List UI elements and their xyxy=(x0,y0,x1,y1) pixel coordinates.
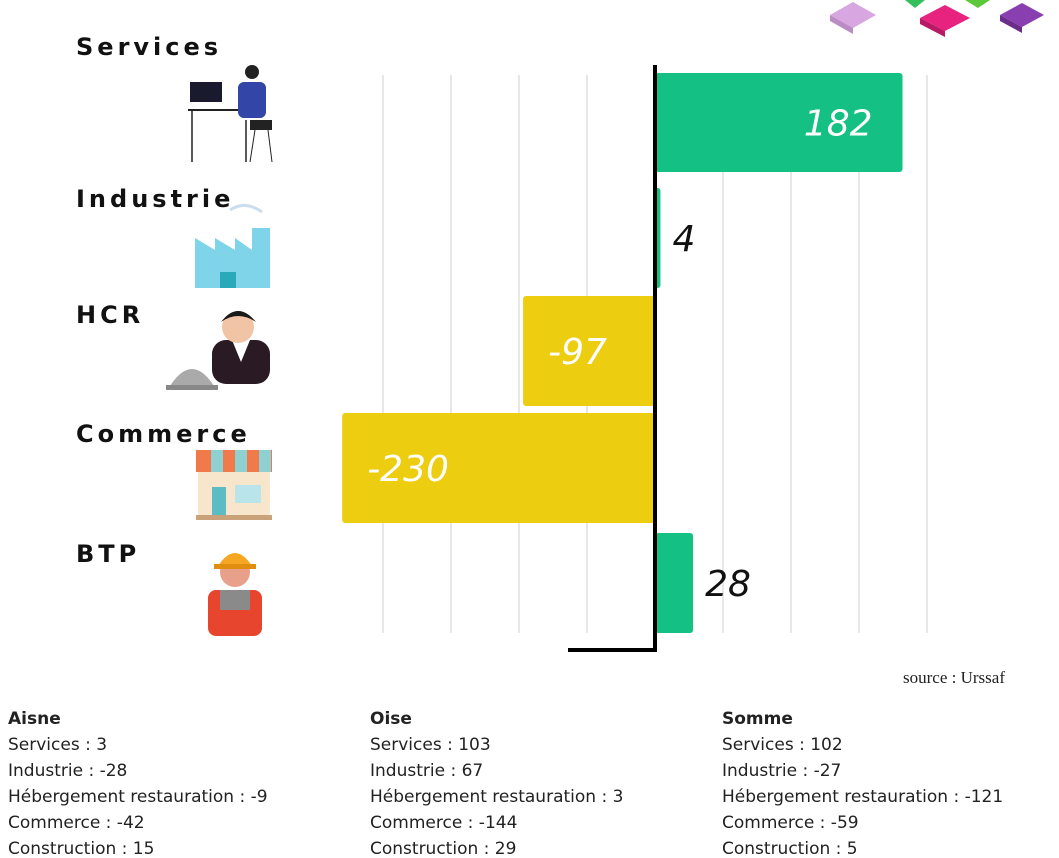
region-line: Services : 3 xyxy=(8,735,107,755)
icon-hcr xyxy=(166,311,270,390)
icon-services xyxy=(188,65,272,162)
value-label: 182 xyxy=(804,104,873,145)
infographic: Services 182 Industrie 4 HCR -97 Commerce -230 B… xyxy=(0,0,1059,858)
region-title: Oise xyxy=(370,709,412,729)
region-line: Services : 103 xyxy=(370,735,491,755)
region-line: Industrie : 67 xyxy=(370,761,483,781)
category-label: Services xyxy=(76,33,222,61)
region-line: Services : 102 xyxy=(722,735,843,755)
icon-btp xyxy=(208,553,262,636)
category-label: Industrie xyxy=(76,185,234,213)
category-label: BTP xyxy=(76,540,140,568)
icon-commerce xyxy=(196,450,272,520)
region-line: Hébergement restauration : 3 xyxy=(370,787,623,807)
region-line: Industrie : -27 xyxy=(722,761,841,781)
icon-industrie xyxy=(195,205,270,288)
region-line: Commerce : -144 xyxy=(370,813,517,833)
value-label: -97 xyxy=(548,332,607,373)
region-line: Construction : 29 xyxy=(370,839,516,858)
value-label: -230 xyxy=(367,449,449,490)
region-title: Somme xyxy=(722,709,793,729)
value-label: 28 xyxy=(705,564,751,605)
value-label: 4 xyxy=(672,219,695,260)
region-line: Industrie : -28 xyxy=(8,761,127,781)
region-line: Hébergement restauration : -121 xyxy=(722,787,1003,807)
bar xyxy=(655,533,693,633)
category-label: Commerce xyxy=(76,420,251,448)
region-line: Commerce : -59 xyxy=(722,813,859,833)
region-line: Commerce : -42 xyxy=(8,813,145,833)
decoration xyxy=(830,0,1044,37)
source: source : Urssaf xyxy=(903,668,1005,687)
regions: Aisne Services : 3 Industrie : -28 Hébergem… xyxy=(8,709,1003,858)
region-title: Aisne xyxy=(8,709,61,729)
region-line: Construction : 15 xyxy=(8,839,154,858)
category-label: HCR xyxy=(76,301,144,329)
region-line: Construction : 5 xyxy=(722,839,858,858)
region-line: Hébergement restauration : -9 xyxy=(8,787,268,807)
plot: Services 182 Industrie 4 HCR -97 Commerce -230 B… xyxy=(76,33,927,650)
